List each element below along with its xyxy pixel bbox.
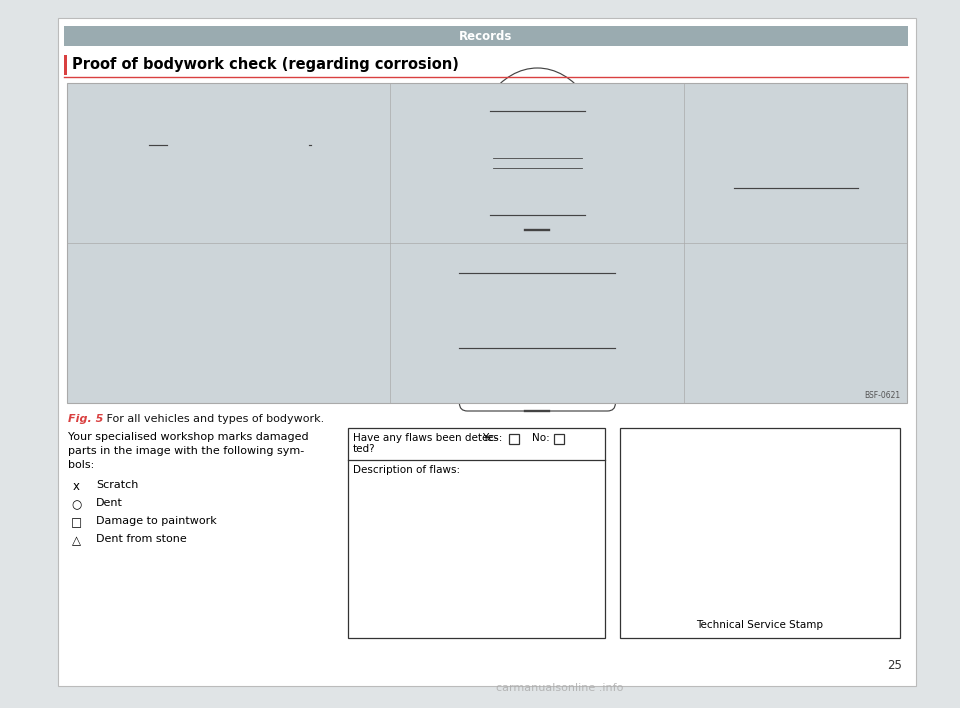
Text: Technical Service Stamp: Technical Service Stamp	[697, 620, 824, 630]
Bar	[855, 320, 874, 350]
Text: Dent from stone: Dent from stone	[96, 534, 187, 544]
Text: △: △	[71, 534, 81, 547]
Bar	[64, 26, 908, 46]
Bar	[58, 18, 916, 686]
Text: ted?: ted?	[353, 444, 375, 454]
Bar	[783, 275, 807, 295]
Text: ○: ○	[71, 498, 82, 511]
Bar	[243, 289, 261, 303]
Bar	[466, 128, 479, 136]
Text: Fig. 5: Fig. 5	[68, 414, 104, 424]
Text: Scratch: Scratch	[96, 480, 138, 490]
Bar	[754, 273, 838, 328]
Text: Your specialised workshop marks damaged: Your specialised workshop marks damaged	[68, 432, 308, 442]
Text: Dent: Dent	[96, 498, 123, 508]
Text: For all vehicles and types of bodywork.: For all vehicles and types of bodywork.	[103, 414, 324, 424]
Bar	[718, 320, 735, 350]
Text: Have any flaws been detec-: Have any flaws been detec-	[353, 433, 498, 443]
Text: Description of flaws:: Description of flaws:	[353, 465, 460, 475]
Bar	[857, 158, 876, 188]
Bar	[776, 332, 816, 340]
Bar	[500, 125, 575, 201]
Text: Yes:: Yes:	[482, 433, 502, 443]
Bar	[252, 129, 273, 143]
Text: Proof of bodywork check (regarding corrosion): Proof of bodywork check (regarding corro…	[72, 57, 459, 72]
Bar	[554, 434, 564, 444]
Bar	[171, 289, 204, 303]
Bar	[206, 289, 240, 303]
Text: x: x	[73, 480, 80, 493]
Bar	[348, 428, 605, 638]
Bar	[492, 253, 583, 293]
Text: BSF-0621: BSF-0621	[864, 391, 900, 400]
Text: Records: Records	[459, 30, 513, 42]
Bar	[64, 55, 67, 75]
Bar	[716, 158, 733, 188]
Bar	[67, 83, 907, 403]
Text: carmanualsonline .info: carmanualsonline .info	[496, 683, 624, 693]
Bar	[492, 328, 583, 368]
Bar	[482, 243, 592, 251]
Bar	[752, 111, 840, 166]
Bar	[509, 434, 518, 444]
Text: 25: 25	[887, 659, 902, 672]
Text: No:: No:	[532, 433, 549, 443]
Bar	[502, 298, 572, 318]
Bar	[620, 428, 900, 638]
Bar	[764, 166, 828, 178]
Text: parts in the image with the following sym-: parts in the image with the following sy…	[68, 446, 304, 456]
Text: Damage to paintwork: Damage to paintwork	[96, 516, 217, 526]
Bar	[180, 129, 214, 143]
Bar	[217, 129, 250, 143]
Text: □: □	[70, 516, 82, 529]
Text: bols:: bols:	[68, 460, 94, 470]
Bar	[595, 128, 610, 136]
